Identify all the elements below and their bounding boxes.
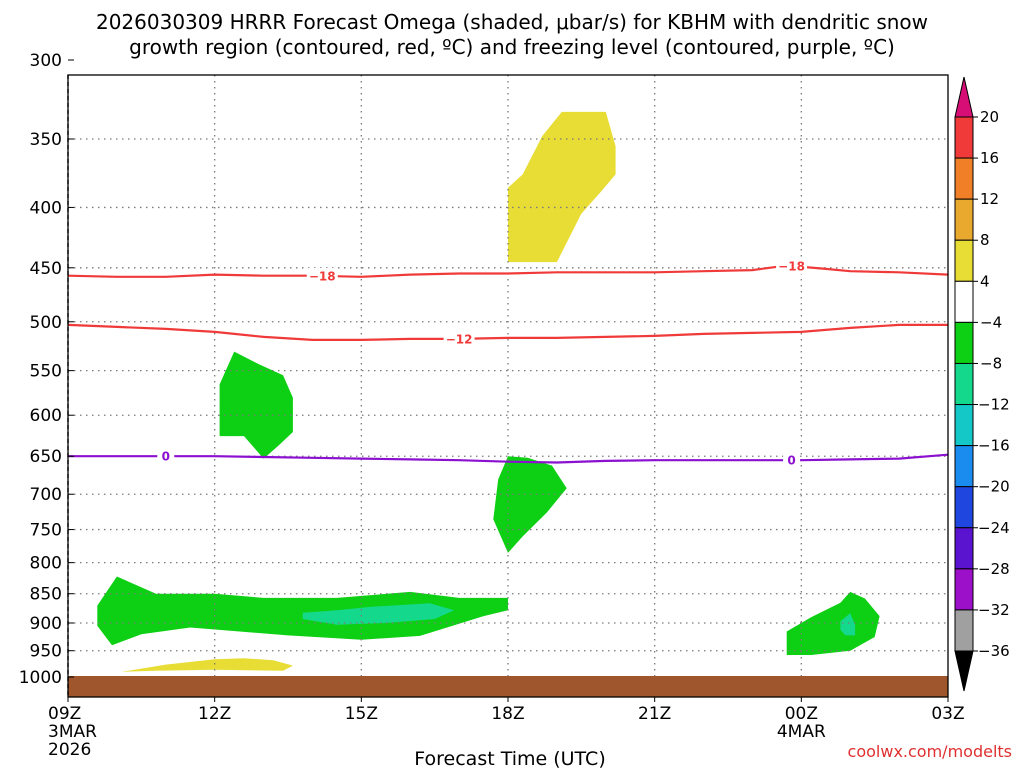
y-tick-label-950: 950 xyxy=(30,642,62,662)
omega-region-teal-920 xyxy=(840,613,856,636)
colorbar-under-triangle xyxy=(954,650,974,692)
x-tick-label-03Z: 03Z xyxy=(931,704,964,724)
x-tick-label-21Z: 21Z xyxy=(638,704,671,724)
colorbar-bin-4 xyxy=(954,280,974,323)
colorbar-label-8: −16 xyxy=(978,437,1010,455)
x-tick-label-18Z: 18Z xyxy=(491,704,524,724)
chart-title: 2026030309 HRRR Forecast Omega (shaded, … xyxy=(96,10,928,34)
colorbar-bin-7 xyxy=(954,404,974,447)
colorbar-label-12: −32 xyxy=(978,601,1010,619)
colorbar: 20 16 12 8 4 −4 −8 −12 −16 −20 −24 −28 −32 −36 xyxy=(954,76,1010,692)
colorbar-label-2: 12 xyxy=(980,190,999,208)
contour-label-bg xyxy=(443,330,475,347)
contour-label-dgz-top-1: −18 xyxy=(778,259,805,273)
x-axis-label: Forecast Time (UTC) xyxy=(414,748,605,768)
omega-region-green-700 xyxy=(493,456,567,553)
colorbar-bin-5 xyxy=(954,321,974,364)
chart-subtitle: growth region (contoured, red, ºC) and f… xyxy=(129,35,895,59)
colorbar-label-11: −28 xyxy=(978,560,1010,578)
colorbar-bin-8 xyxy=(954,445,974,488)
colorbar-label-10: −24 xyxy=(978,519,1010,537)
y-tick-label-700: 700 xyxy=(30,485,62,505)
colorbar-bin-1 xyxy=(954,157,974,200)
y-tick-label-450: 450 xyxy=(30,259,62,279)
colorbar-bin-12 xyxy=(954,609,974,652)
contour-label-bg xyxy=(306,267,338,284)
colorbar-bin-9 xyxy=(954,486,974,529)
contour-label-bg xyxy=(776,257,808,274)
y-tick-label-400: 400 xyxy=(30,198,62,218)
colorbar-over-triangle xyxy=(954,76,974,118)
y-tick-label-300: 300 xyxy=(30,51,62,71)
y-tick-label-800: 800 xyxy=(30,554,62,574)
y-tick-label-500: 500 xyxy=(30,313,62,333)
y-tick-label-1000: 1000 xyxy=(19,668,62,688)
colorbar-bin-10 xyxy=(954,527,974,570)
x-tick-date-3MAR: 3MAR xyxy=(48,722,97,742)
contour-label-dgz-bottom-0: −12 xyxy=(446,332,473,346)
omega-region-teal-870 xyxy=(302,603,455,625)
contour-label-dgz-top-0: −18 xyxy=(309,269,336,283)
contour-label-bg xyxy=(157,448,175,465)
colorbar-label-9: −20 xyxy=(978,478,1010,496)
colorbar-label-3: 8 xyxy=(980,231,990,249)
y-tick-label-900: 900 xyxy=(30,614,62,634)
colorbar-label-1: 16 xyxy=(980,149,999,167)
contour-dgz-top xyxy=(68,264,948,278)
colorbar-bin-6 xyxy=(954,362,974,406)
colorbar-label-5: −4 xyxy=(980,313,1002,331)
x-tick-label-00Z: 00Z xyxy=(785,704,818,724)
contour-label-freezing-level-0: 0 xyxy=(162,450,170,464)
colorbar-label-13: −36 xyxy=(978,642,1010,660)
plot-area: −18−18−120025030035040045050055060065070… xyxy=(19,51,965,760)
colorbar-bin-2 xyxy=(954,198,974,241)
y-tick-label-850: 850 xyxy=(30,585,62,605)
plot-inner: −18 −18 −12 0 0 xyxy=(68,75,948,697)
colorbar-label-7: −12 xyxy=(978,396,1010,414)
y-tick-label-550: 550 xyxy=(30,362,62,382)
omega-region-yellow-low xyxy=(121,658,293,672)
y-tick-label-650: 650 xyxy=(30,447,62,467)
contour-label-freezing-level-1: 0 xyxy=(787,454,795,468)
colorbar-label-6: −8 xyxy=(980,354,1002,372)
y-tick-label-600: 600 xyxy=(30,406,62,426)
contour-freezing-level xyxy=(68,453,948,464)
colorbar-label-4: 4 xyxy=(980,272,990,290)
y-tick-label-350: 350 xyxy=(30,130,62,150)
colorbar-label-0: 20 xyxy=(980,108,999,126)
ground-layer xyxy=(68,676,948,697)
omega-region-green-550 xyxy=(219,351,293,459)
x-tick-label-15Z: 15Z xyxy=(345,704,378,724)
y-tick-label-750: 750 xyxy=(30,521,62,541)
x-tick-label-12Z: 12Z xyxy=(198,704,231,724)
omega-region-green-920 xyxy=(786,591,880,655)
contour-label-bg xyxy=(783,452,801,469)
colorbar-bin-3 xyxy=(954,239,974,282)
x-tick-year: 2026 xyxy=(48,740,91,760)
contour-dgz-bottom xyxy=(68,323,948,341)
colorbar-bin-0 xyxy=(954,116,974,159)
x-tick-label-09Z: 09Z xyxy=(48,704,81,724)
colorbar-bin-11 xyxy=(954,568,974,611)
source-credit: coolwx.com/modelts xyxy=(848,742,1012,761)
x-tick-date-4MAR: 4MAR xyxy=(777,722,826,742)
omega-region-yellow-upper xyxy=(508,111,616,263)
